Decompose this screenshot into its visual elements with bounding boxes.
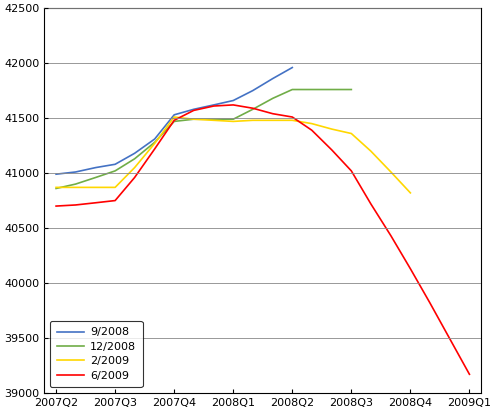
6/2009: [249, 106, 255, 111]
Line: 2/2009: 2/2009: [56, 117, 411, 193]
2/2009: [171, 115, 177, 119]
6/2009: [92, 200, 98, 205]
6/2009: [289, 115, 295, 119]
2/2009: [329, 126, 335, 131]
12/2008: [112, 169, 118, 173]
12/2008: [73, 182, 79, 187]
2/2009: [230, 119, 236, 124]
9/2008: [191, 107, 197, 112]
12/2008: [329, 87, 335, 92]
6/2009: [73, 202, 79, 207]
9/2008: [92, 165, 98, 170]
6/2009: [447, 337, 453, 342]
2/2009: [92, 185, 98, 190]
9/2008: [289, 65, 295, 70]
6/2009: [211, 103, 217, 108]
9/2008: [270, 76, 276, 81]
2/2009: [388, 169, 394, 174]
6/2009: [112, 198, 118, 203]
6/2009: [270, 111, 276, 116]
6/2009: [171, 118, 177, 123]
2/2009: [152, 141, 158, 146]
6/2009: [368, 201, 374, 206]
9/2008: [132, 151, 138, 156]
2/2009: [211, 118, 217, 123]
2/2009: [348, 131, 354, 136]
2/2009: [368, 149, 374, 154]
9/2008: [249, 88, 255, 93]
6/2009: [309, 128, 315, 133]
9/2008: [211, 103, 217, 108]
2/2009: [53, 185, 59, 190]
12/2008: [152, 140, 158, 145]
6/2009: [53, 204, 59, 208]
12/2008: [211, 117, 217, 122]
9/2008: [73, 169, 79, 174]
6/2009: [132, 175, 138, 180]
6/2009: [329, 147, 335, 152]
12/2008: [132, 156, 138, 161]
2/2009: [270, 118, 276, 123]
9/2008: [171, 112, 177, 117]
12/2008: [249, 107, 255, 112]
2/2009: [249, 118, 255, 123]
2/2009: [191, 117, 197, 122]
6/2009: [152, 146, 158, 151]
12/2008: [230, 117, 236, 122]
6/2009: [348, 169, 354, 173]
2/2009: [132, 165, 138, 170]
9/2008: [152, 136, 158, 141]
9/2008: [112, 162, 118, 167]
6/2009: [467, 372, 473, 377]
12/2008: [191, 117, 197, 122]
2/2009: [112, 185, 118, 190]
12/2008: [171, 119, 177, 124]
12/2008: [309, 87, 315, 92]
6/2009: [230, 103, 236, 108]
Legend: 9/2008, 12/2008, 2/2009, 6/2009: 9/2008, 12/2008, 2/2009, 6/2009: [50, 321, 143, 387]
Line: 6/2009: 6/2009: [56, 105, 470, 374]
12/2008: [289, 87, 295, 92]
Line: 12/2008: 12/2008: [56, 89, 351, 188]
6/2009: [427, 300, 433, 305]
12/2008: [53, 186, 59, 191]
6/2009: [388, 233, 394, 238]
6/2009: [191, 108, 197, 113]
6/2009: [408, 266, 414, 271]
Line: 9/2008: 9/2008: [56, 68, 292, 174]
2/2009: [309, 121, 315, 126]
9/2008: [53, 172, 59, 177]
2/2009: [289, 118, 295, 123]
9/2008: [230, 98, 236, 103]
12/2008: [92, 175, 98, 180]
2/2009: [73, 185, 79, 190]
12/2008: [348, 87, 354, 92]
12/2008: [270, 96, 276, 101]
2/2009: [408, 190, 414, 195]
